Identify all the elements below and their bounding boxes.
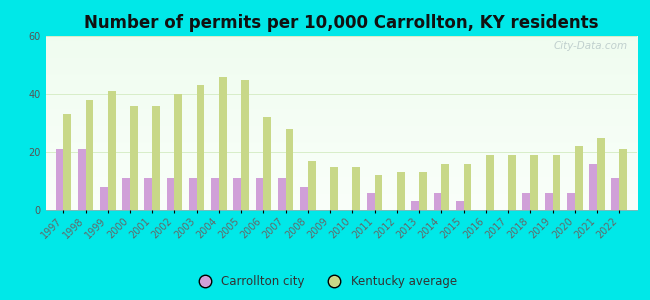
Bar [122, 178, 130, 210]
Bar [86, 100, 94, 210]
Bar [597, 137, 604, 210]
Bar [523, 193, 530, 210]
Bar [166, 178, 174, 210]
Bar [63, 114, 71, 210]
Bar [456, 201, 463, 210]
Bar [233, 178, 241, 210]
Legend: Carrollton city, Kentucky average: Carrollton city, Kentucky average [188, 270, 462, 292]
Bar [419, 172, 427, 210]
Bar [189, 178, 197, 210]
Bar [589, 164, 597, 210]
Bar [397, 172, 404, 210]
Bar [100, 187, 108, 210]
Bar [508, 155, 516, 210]
Bar [352, 167, 360, 210]
Bar [552, 155, 560, 210]
Bar [567, 193, 575, 210]
Bar [486, 155, 493, 210]
Bar [612, 178, 619, 210]
Bar [330, 167, 338, 210]
Bar [78, 149, 86, 210]
Bar [144, 178, 152, 210]
Bar [434, 193, 441, 210]
Bar [263, 117, 271, 210]
Bar [411, 201, 419, 210]
Bar [285, 129, 293, 210]
Bar [278, 178, 285, 210]
Bar [219, 76, 227, 210]
Bar [130, 106, 138, 210]
Bar [55, 149, 63, 210]
Bar [308, 161, 316, 210]
Bar [619, 149, 627, 210]
Bar [197, 85, 205, 210]
Text: City-Data.com: City-Data.com [554, 41, 628, 51]
Bar [152, 106, 160, 210]
Bar [255, 178, 263, 210]
Bar [530, 155, 538, 210]
Bar [463, 164, 471, 210]
Bar [211, 178, 219, 210]
Title: Number of permits per 10,000 Carrollton, KY residents: Number of permits per 10,000 Carrollton,… [84, 14, 599, 32]
Bar [241, 80, 249, 210]
Bar [367, 193, 374, 210]
Bar [575, 146, 582, 210]
Bar [374, 175, 382, 210]
Bar [174, 94, 182, 210]
Bar [545, 193, 552, 210]
Bar [108, 91, 116, 210]
Bar [441, 164, 449, 210]
Bar [300, 187, 308, 210]
